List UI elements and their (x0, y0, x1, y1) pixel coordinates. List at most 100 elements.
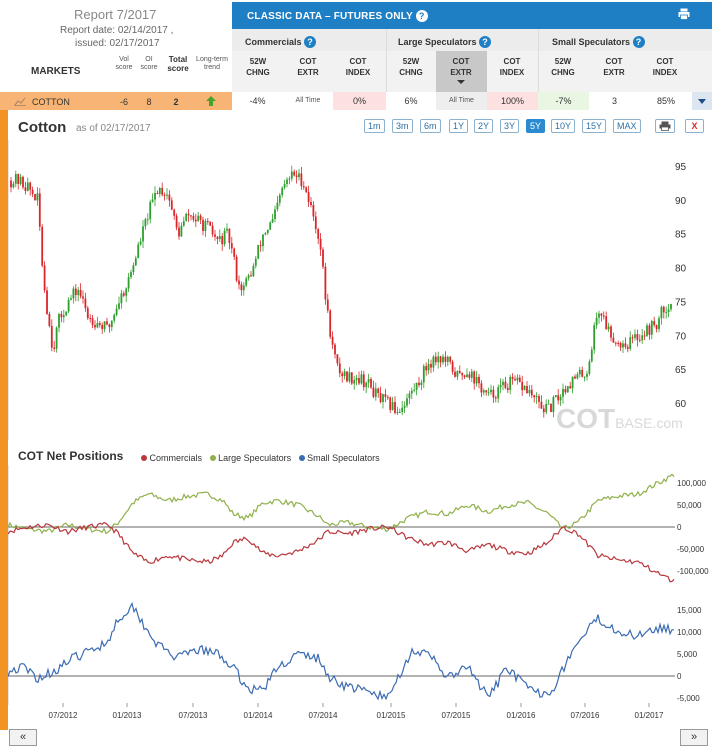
range-3m-button[interactable]: 3m (392, 119, 413, 133)
help-icon[interactable]: ? (479, 36, 492, 48)
candle-body (156, 193, 159, 195)
col-ss-extr[interactable]: COT EXTR (589, 56, 639, 78)
y-tick-label: 0 (677, 672, 682, 681)
range-15y-button[interactable]: 15Y (582, 119, 607, 133)
candle-body (629, 337, 632, 349)
candle-body (178, 227, 180, 237)
candle-body (322, 249, 324, 267)
candle-body (439, 356, 442, 363)
candle-body (514, 378, 516, 381)
range-5y-button[interactable]: 5Y (526, 119, 546, 133)
range-1y-button[interactable]: 1Y (449, 119, 469, 133)
candle-body (91, 318, 94, 326)
expand-row-button[interactable] (692, 92, 712, 110)
vol-score: -6 (119, 97, 128, 107)
legend-commercials: Commercials (149, 453, 203, 463)
x-tick-label: 01/2017 (635, 711, 664, 720)
print-icon[interactable] (678, 8, 690, 20)
candle-body (569, 386, 572, 389)
help-icon[interactable]: ? (304, 36, 317, 48)
col-line: EXTR (297, 68, 319, 77)
range-2y-button[interactable]: 2Y (474, 119, 494, 133)
market-name[interactable]: COTTON (32, 97, 70, 107)
candle-body (362, 374, 365, 388)
candle-body (293, 171, 296, 176)
col-ss-index[interactable]: COT INDEX (640, 56, 690, 78)
series-line (8, 601, 674, 701)
trend-head[interactable]: Long-term trend (193, 56, 231, 72)
candle-body (26, 182, 29, 191)
vol-score-head[interactable]: Vol score (112, 56, 136, 72)
candle-body (82, 296, 84, 299)
range-6m-button[interactable]: 6m (420, 119, 441, 133)
col-ls-52w[interactable]: 52W CHNG (386, 56, 436, 78)
candle-body (41, 226, 44, 266)
candle-body (485, 390, 488, 393)
candle-body (413, 389, 416, 391)
candle-body (72, 288, 75, 299)
col-line: INDEX (652, 68, 678, 77)
close-icon: X (691, 121, 698, 131)
candle-body (326, 299, 329, 311)
col-line: COT (452, 57, 470, 66)
candle-body (101, 324, 104, 330)
candle-body (516, 377, 519, 381)
range-10y-button[interactable]: 10Y (551, 119, 576, 133)
candle-body (379, 393, 382, 403)
legend-swatch-small (298, 455, 305, 461)
col-line: EXTR (603, 68, 625, 77)
col-ls-index[interactable]: COT INDEX (487, 56, 537, 78)
col-line: CHNG (399, 68, 423, 77)
price-chart[interactable]: COTBASE.com 95 90 85 80 75 70 65 60 (8, 140, 713, 440)
col-com-52w[interactable]: 52W CHNG (233, 56, 283, 78)
head-line: OI (145, 56, 153, 63)
x-tick-label: 01/2015 (377, 711, 406, 720)
total-score-head[interactable]: Total score (164, 55, 192, 73)
candle-body (425, 366, 428, 371)
prev-button[interactable]: « (9, 729, 37, 746)
next-button[interactable]: » (680, 729, 708, 746)
col-com-index[interactable]: COT INDEX (333, 56, 383, 78)
candle-body (257, 245, 260, 259)
candle-body (442, 356, 444, 363)
range-3y-button[interactable]: 3Y (500, 119, 520, 133)
report-title: Report 7/2017 (74, 7, 157, 22)
y-tick-label: 10,000 (677, 628, 702, 637)
market-row-cotton[interactable] (0, 92, 232, 110)
chart-title: Cotton (18, 119, 67, 136)
candle-body (622, 343, 624, 348)
candle-body (62, 315, 65, 318)
candle-body (365, 382, 368, 388)
classic-data-label: CLASSIC DATA – FUTURES ONLY (247, 11, 413, 22)
ls-index-cell: 100% (487, 92, 538, 110)
candle-body (96, 323, 99, 328)
oi-score-head[interactable]: OI score (137, 56, 161, 72)
candle-body (245, 278, 248, 286)
y-tick-label: -100,000 (677, 567, 709, 576)
col-com-extr[interactable]: COT EXTR (283, 56, 333, 78)
candle-body (456, 371, 459, 377)
y-tick-label: 90 (675, 196, 687, 207)
close-chart-button[interactable]: X (685, 119, 704, 133)
col-ss-52w[interactable]: 52W CHNG (538, 56, 588, 78)
help-icon[interactable]: ? (415, 10, 428, 22)
com-extr-cell: All Time (283, 92, 333, 110)
candle-body (144, 219, 147, 227)
groups-header (232, 29, 712, 51)
candle-body (377, 388, 380, 394)
candle-body (667, 309, 670, 313)
print-chart-button[interactable] (655, 119, 675, 133)
candle-body (595, 317, 598, 326)
candle-body (454, 371, 456, 377)
range-1m-button[interactable]: 1m (364, 119, 385, 133)
candle-body (437, 356, 440, 363)
candle-body (31, 189, 34, 195)
range-max-button[interactable]: MAX (613, 119, 641, 133)
help-icon[interactable]: ? (632, 36, 645, 48)
candle-body (574, 376, 576, 379)
candle-body (370, 378, 372, 388)
candle-body (566, 386, 569, 393)
positions-chart[interactable]: 100,000 50,000 0 -50,000 -100,000 15,000 10,00… (8, 465, 713, 727)
col-ls-extr[interactable]: COT EXTR (436, 56, 486, 84)
y-tick-label: 15,000 (677, 606, 702, 615)
